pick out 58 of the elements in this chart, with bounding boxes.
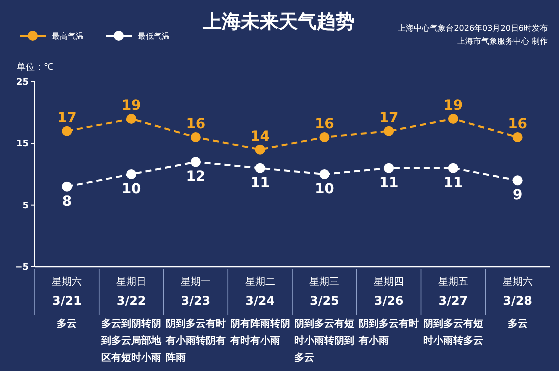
data-label: 11: [379, 175, 399, 192]
x-tick-label: 星期一 3/23: [180, 276, 211, 308]
data-label: 17: [379, 110, 399, 126]
data-label: 12: [186, 169, 206, 186]
x-tick-label: 星期日 3/22: [116, 276, 147, 308]
text: 阴到多云有时有小雨: [358, 318, 420, 347]
data-label: 17: [57, 110, 77, 126]
data-label: 16: [508, 116, 528, 132]
x-tick-label: 星期六 3/28: [502, 276, 533, 308]
point: [62, 126, 72, 136]
data-label: 10: [122, 182, 142, 198]
data-label: 16: [186, 116, 206, 132]
x-tick-label: 星期五 3/27: [438, 276, 468, 308]
point: [384, 163, 394, 174]
legend-label: 最低气温: [138, 32, 170, 41]
text: 上海市气象服务中心 制作: [457, 37, 548, 46]
text: 阴到多云有时有小雨转阴有阵雨: [164, 318, 226, 364]
point: [320, 170, 330, 180]
point: [384, 126, 394, 136]
text: 阴到多云有短时小雨转多云: [423, 318, 484, 347]
text: 阴有阵雨转阴有时有小雨: [229, 318, 290, 347]
data-label: 9: [512, 188, 523, 204]
x-tick-label: 星期二 3/24: [245, 276, 276, 308]
data-label: 19: [444, 98, 464, 114]
text: 上海中心气象台2026年03月20日6时发布: [398, 24, 548, 33]
data-label: 14: [250, 128, 270, 145]
point: [255, 144, 266, 155]
point: [255, 163, 266, 174]
text: 阴到多云有短时小雨转阴到多云: [294, 318, 355, 364]
data-label: 10: [314, 182, 335, 198]
text: 多云: [508, 318, 528, 330]
y-tick-label: 5: [22, 201, 29, 212]
y-axis-title: 单位：℃: [17, 62, 54, 73]
point: [126, 170, 137, 180]
y-tick-label: 15: [16, 140, 29, 150]
data-label: 11: [444, 175, 464, 192]
text: 多云: [57, 318, 78, 330]
legend-label: 最高气温: [52, 32, 84, 41]
point: [126, 114, 137, 124]
y-tick-label: 25: [16, 78, 29, 88]
x-tick-label: 星期六 3/21: [52, 276, 82, 308]
data-label: 11: [250, 175, 270, 192]
x-tick-label: 星期三 3/25: [310, 276, 340, 308]
point: [190, 157, 201, 168]
point: [512, 176, 523, 186]
y-tick-label: −5: [15, 263, 29, 273]
point: [320, 132, 330, 142]
data-label: 8: [62, 194, 72, 210]
point: [512, 132, 523, 142]
point: [62, 182, 72, 192]
x-tick-label: 星期四 3/26: [374, 276, 404, 308]
chart-title: 上海未来天气趋势: [202, 11, 355, 33]
text: 多云到阴转阴到多云局部地区有短时小雨: [100, 318, 163, 364]
point: [190, 132, 201, 142]
data-label: 16: [314, 116, 334, 132]
point: [448, 163, 458, 174]
point: [448, 114, 458, 124]
data-label: 19: [122, 98, 142, 114]
